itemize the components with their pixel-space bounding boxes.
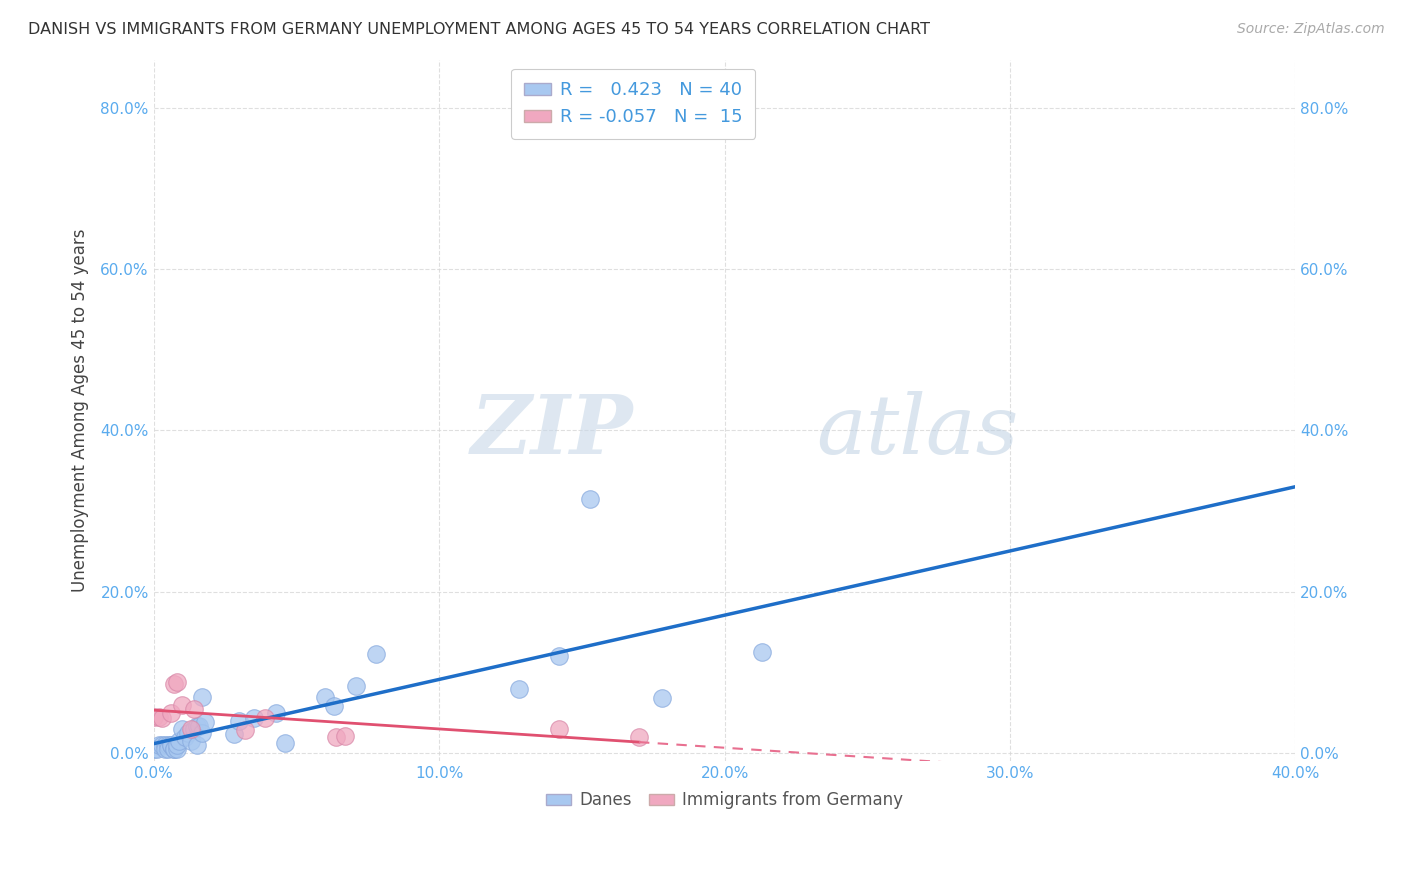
Point <box>366 647 388 661</box>
Point <box>148 710 170 724</box>
Point <box>153 738 176 752</box>
Point <box>174 730 197 744</box>
Point <box>222 727 245 741</box>
Point <box>156 738 179 752</box>
Point <box>150 711 173 725</box>
Point <box>322 699 344 714</box>
Point <box>160 706 183 720</box>
Point <box>266 706 288 720</box>
Point <box>153 742 176 756</box>
Point <box>177 726 200 740</box>
Point <box>180 722 202 736</box>
Point <box>183 722 205 736</box>
Point <box>148 738 170 752</box>
Point <box>150 738 173 752</box>
Point <box>333 729 356 743</box>
Point <box>228 714 250 728</box>
Point <box>142 742 165 756</box>
Point <box>142 710 165 724</box>
Point <box>751 645 773 659</box>
Point <box>172 722 194 736</box>
Point <box>548 722 571 736</box>
Point <box>160 738 183 752</box>
Point <box>242 711 264 725</box>
Point <box>344 679 367 693</box>
Point <box>508 681 530 696</box>
Point <box>314 690 336 704</box>
Legend: Danes, Immigrants from Germany: Danes, Immigrants from Germany <box>540 785 910 816</box>
Point <box>145 742 167 756</box>
Text: ZIP: ZIP <box>471 392 633 471</box>
Point <box>163 742 186 756</box>
Point <box>579 491 602 506</box>
Point <box>627 730 650 744</box>
Point <box>186 738 208 752</box>
Point <box>169 734 191 748</box>
Point <box>274 735 297 749</box>
Point <box>194 715 217 730</box>
Text: Source: ZipAtlas.com: Source: ZipAtlas.com <box>1237 22 1385 37</box>
Point <box>160 738 183 752</box>
Point <box>254 711 277 725</box>
Point <box>163 677 186 691</box>
Point <box>183 701 205 715</box>
Point <box>180 734 202 748</box>
Point <box>163 742 186 756</box>
Point <box>233 723 256 738</box>
Point <box>325 730 347 744</box>
Point <box>548 649 571 664</box>
Point <box>191 690 214 704</box>
Point <box>156 742 179 756</box>
Point <box>166 675 188 690</box>
Point <box>651 691 673 706</box>
Point <box>191 726 214 740</box>
Y-axis label: Unemployment Among Ages 45 to 54 years: Unemployment Among Ages 45 to 54 years <box>72 228 89 592</box>
Point <box>166 742 188 756</box>
Point <box>172 698 194 712</box>
Point <box>186 719 208 733</box>
Point <box>166 738 188 752</box>
Text: DANISH VS IMMIGRANTS FROM GERMANY UNEMPLOYMENT AMONG AGES 45 TO 54 YEARS CORRELA: DANISH VS IMMIGRANTS FROM GERMANY UNEMPL… <box>28 22 931 37</box>
Text: atlas: atlas <box>815 392 1018 471</box>
Point <box>188 719 211 733</box>
